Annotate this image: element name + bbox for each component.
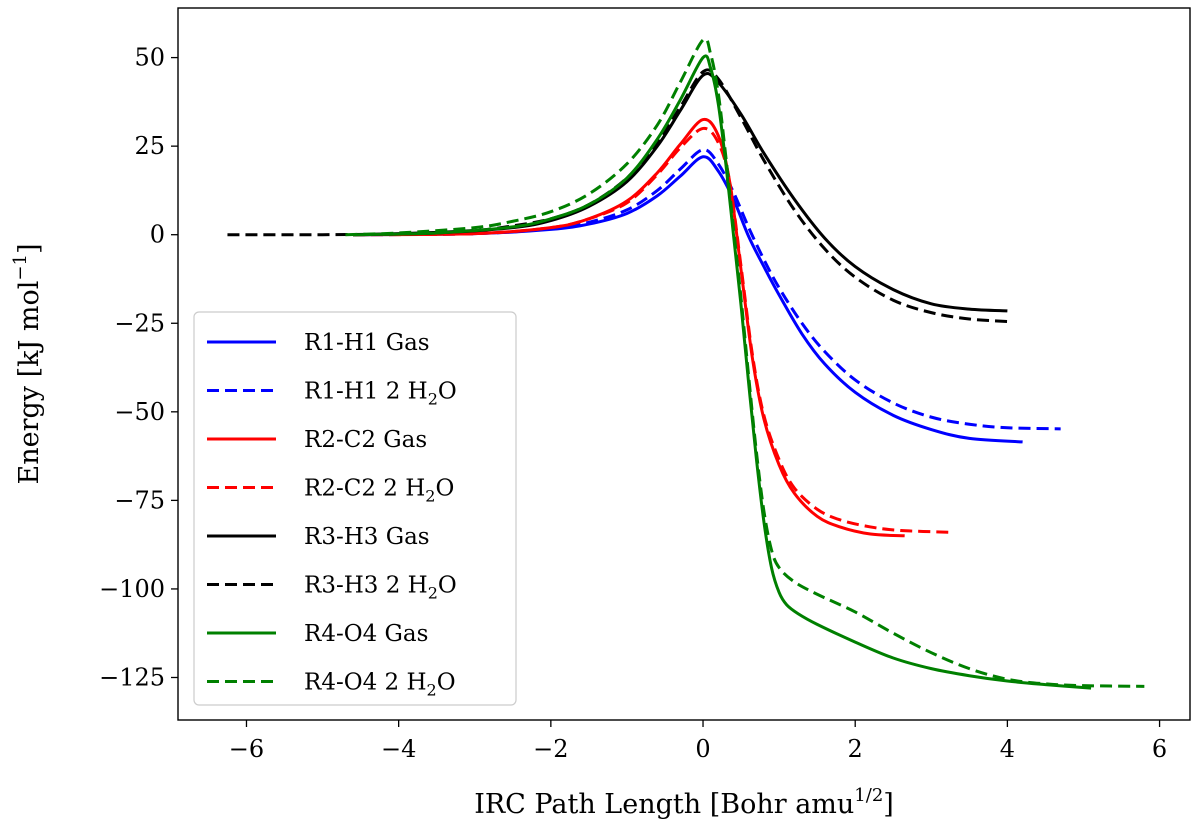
series-line-r2-c2-2-h2o (352, 126, 951, 534)
y-tick-label: −50 (114, 398, 165, 426)
x-axis: −6 −4 −2 0 2 4 6 (229, 720, 1167, 763)
series-line-r4-o4-2-h2o (345, 37, 1145, 688)
x-tick-label: 6 (1152, 735, 1167, 763)
series-line-r3-h3-2-h2o (227, 68, 1008, 323)
series-line-r1-h1-2-h2o (352, 148, 1061, 431)
plot-frame (177, 7, 1191, 721)
x-tick-label: 4 (1000, 735, 1015, 763)
y-tick-label: 50 (134, 44, 165, 72)
legend-label-r2-c2-gas: R2-C2 Gas (304, 427, 427, 453)
x-tick-label: −4 (381, 735, 416, 763)
y-tick-label: −125 (99, 663, 165, 691)
legend-label-r2-c2-2-h2o: R2-C2 2 H2O (304, 476, 454, 506)
y-tick-label: −75 (114, 486, 165, 514)
x-tick-label: −2 (533, 735, 568, 763)
series-line-r1-h1-gas (352, 155, 1023, 444)
x-axis-label: IRC Path Length [Bohr amu1/2] (474, 785, 894, 820)
legend-label-r3-h3-gas: R3-H3 Gas (304, 524, 430, 550)
y-tick-label: −25 (114, 309, 165, 337)
legend-box (193, 311, 517, 706)
legend-label-r3-h3-2-h2o: R3-H3 2 H2O (304, 573, 457, 603)
legend-label-r4-o4-gas: R4-O4 Gas (304, 621, 428, 647)
legend-label-r4-o4-2-h2o: R4-O4 2 H2O (304, 670, 456, 700)
y-tick-label: 25 (134, 132, 165, 160)
y-axis-label: Energy [kJ mol−1] (10, 244, 45, 485)
series-line-r4-o4-gas (352, 54, 1092, 690)
y-axis: 50 25 0 −25 −50 −75 −100 −125 (99, 44, 178, 691)
legend-label-r1-h1-2-h2o: R1-H1 2 H2O (304, 379, 457, 409)
legend-label-r1-h1-gas: R1-H1 Gas (304, 330, 430, 356)
x-tick-label: −6 (229, 735, 264, 763)
x-tick-label: 0 (695, 735, 710, 763)
y-tick-label: 0 (150, 221, 165, 249)
y-tick-label: −100 (99, 575, 165, 603)
series-layer (227, 37, 1145, 690)
x-tick-label: 2 (848, 735, 863, 763)
legend: R1-H1 Gas R1-H1 2 H2O R2-C2 Gas R2-C2 2 H2O… (193, 311, 517, 706)
